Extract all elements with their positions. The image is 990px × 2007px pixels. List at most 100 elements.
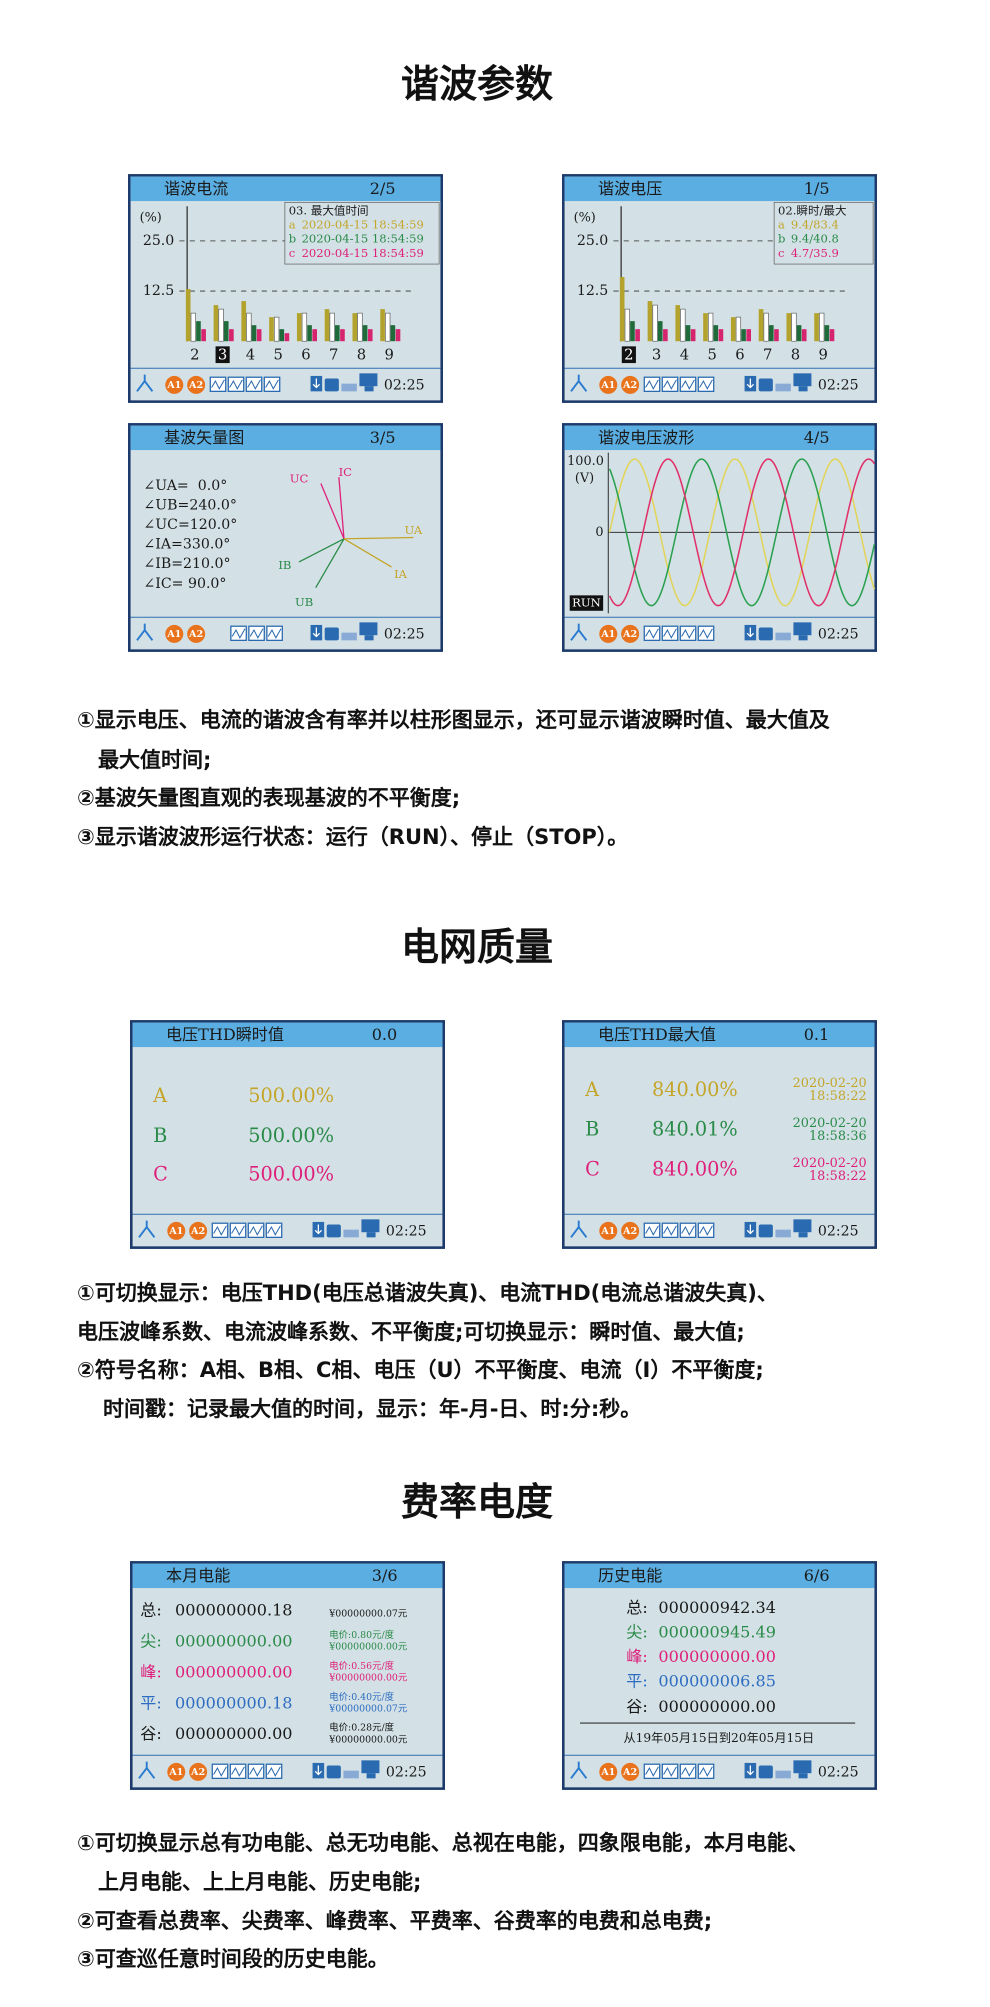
status-icon	[247, 1222, 265, 1238]
status-icon	[341, 632, 357, 641]
status-icon	[136, 374, 154, 392]
status-time: 02:25	[384, 627, 425, 643]
status-icon	[661, 376, 679, 393]
screen-title: 电压THD最大值	[598, 1025, 716, 1044]
status-icon	[231, 1225, 245, 1236]
status-time: 02:25	[386, 1765, 427, 1781]
status-icon	[758, 378, 773, 392]
x-tick-label: 9	[385, 346, 394, 363]
status-badge	[621, 1221, 640, 1240]
status-badge	[189, 1762, 208, 1781]
status-icon	[775, 1770, 791, 1779]
energy-value: 000000000.18	[175, 1601, 293, 1620]
status-badge	[165, 624, 184, 643]
note-line: ①可切换显示总有功电能、总无功电能、总视在电能，四象限电能，本月电能、	[77, 1831, 809, 1855]
note-line: ②符号名称：A相、B相、C相、电压（U）不平衡度、电流（I）不平衡度;	[77, 1358, 764, 1382]
thd-value: 500.00%	[248, 1124, 334, 1147]
status-badge-label: A1	[600, 629, 615, 640]
selected-marker	[215, 346, 230, 364]
energy-label: 总:	[626, 1598, 647, 1617]
status-icon	[663, 1225, 677, 1236]
status-icon	[643, 376, 661, 393]
bar	[680, 308, 686, 342]
bar	[690, 329, 696, 342]
bar	[786, 313, 792, 342]
status-icon	[343, 1770, 359, 1779]
status-icon	[312, 627, 321, 638]
status-icon	[247, 1763, 265, 1780]
legend-text: 9.4/40.8	[791, 232, 839, 246]
x-tick-label: 2	[624, 346, 633, 363]
status-badge	[621, 375, 640, 394]
energy-label: 平:	[140, 1693, 161, 1712]
device-screen: 谐波电压 1/5 A1 A2 02:25 (%) 25.0 12.5 2 3 4 5 6 7 8 9 02.瞬时…	[562, 174, 877, 403]
screen-title: 谐波电压	[598, 179, 662, 198]
status-icon	[263, 376, 281, 393]
legend-phase: c	[289, 246, 295, 260]
angle-text: ∠UA= 0.0°	[143, 478, 227, 494]
status-time: 02:25	[386, 1224, 427, 1240]
y-tick-label: 12.5	[577, 283, 608, 299]
screen-body	[130, 1020, 445, 1249]
selected-marker	[621, 346, 636, 364]
status-icon	[798, 635, 808, 641]
note-line: ①可切换显示：电压THD(电压总谐波失真)、电流THD(电流总谐波失真)、	[77, 1281, 778, 1305]
x-tick-label: 8	[357, 346, 366, 363]
energy-value: 000000000.00	[175, 1724, 293, 1743]
status-icon	[663, 628, 677, 639]
energy-price: 电价:0.40元/度	[329, 1691, 394, 1703]
screen-body	[562, 1561, 877, 1790]
status-icon	[343, 1229, 359, 1238]
phase-label: C	[585, 1158, 600, 1181]
bar	[713, 325, 719, 342]
status-badge-label: A1	[600, 1767, 615, 1778]
bar	[635, 329, 640, 342]
max-time: 18:58:22	[809, 1169, 867, 1184]
status-icon	[249, 1766, 263, 1777]
status-icon	[663, 379, 677, 390]
bar	[395, 329, 401, 342]
bar	[774, 329, 779, 342]
device-screen: 谐波电流 2/5 A1 A2 02:25 (%) 25.0 12.5 2 3 4 5 6 7 8 9 03. 最…	[128, 174, 443, 403]
status-icon	[267, 628, 282, 639]
status-icon	[361, 1219, 380, 1233]
screen-header	[564, 1563, 875, 1589]
status-icon	[248, 625, 265, 641]
note-line: 时间戳：记录最大值的时间，显示：年-月-日、时:分:秒。	[103, 1397, 642, 1421]
x-tick-label: 6	[735, 346, 744, 363]
status-icon	[663, 1766, 677, 1777]
waveform	[608, 458, 876, 607]
status-icon	[364, 635, 374, 641]
axis-label: 100.0	[567, 454, 604, 469]
bar	[380, 309, 385, 342]
bar	[630, 321, 635, 342]
screen-title: 历史电能	[598, 1566, 662, 1585]
energy-value: 000000000.00	[658, 1697, 776, 1716]
bar	[362, 325, 368, 342]
status-icon	[697, 1763, 715, 1780]
x-tick-label: 8	[791, 346, 800, 363]
screen-header	[564, 425, 875, 451]
axis-unit: (%)	[140, 210, 162, 225]
status-icon	[138, 1220, 156, 1238]
bar	[329, 312, 335, 342]
max-date: 2020-02-20	[793, 1156, 867, 1171]
status-icon	[249, 1225, 263, 1236]
status-icon	[359, 622, 378, 636]
screen-title: 基波矢量图	[164, 428, 244, 447]
screen-title: 电压THD瞬时值	[166, 1025, 284, 1044]
status-icon	[265, 1763, 283, 1780]
screen-page: 3/6	[372, 1566, 398, 1585]
status-badge	[167, 1221, 186, 1240]
legend-text: 2020-04-15 18:54:59	[302, 218, 424, 232]
legend-box	[284, 201, 440, 265]
bar	[296, 313, 302, 342]
energy-price: 电价:0.80元/度	[329, 1629, 394, 1641]
bar	[273, 316, 280, 342]
status-time: 02:25	[818, 1765, 859, 1781]
screen-header	[132, 1563, 443, 1589]
status-icon	[359, 373, 378, 387]
phase-label: A	[584, 1078, 600, 1101]
status-icon	[314, 1765, 323, 1776]
bar	[657, 321, 663, 342]
